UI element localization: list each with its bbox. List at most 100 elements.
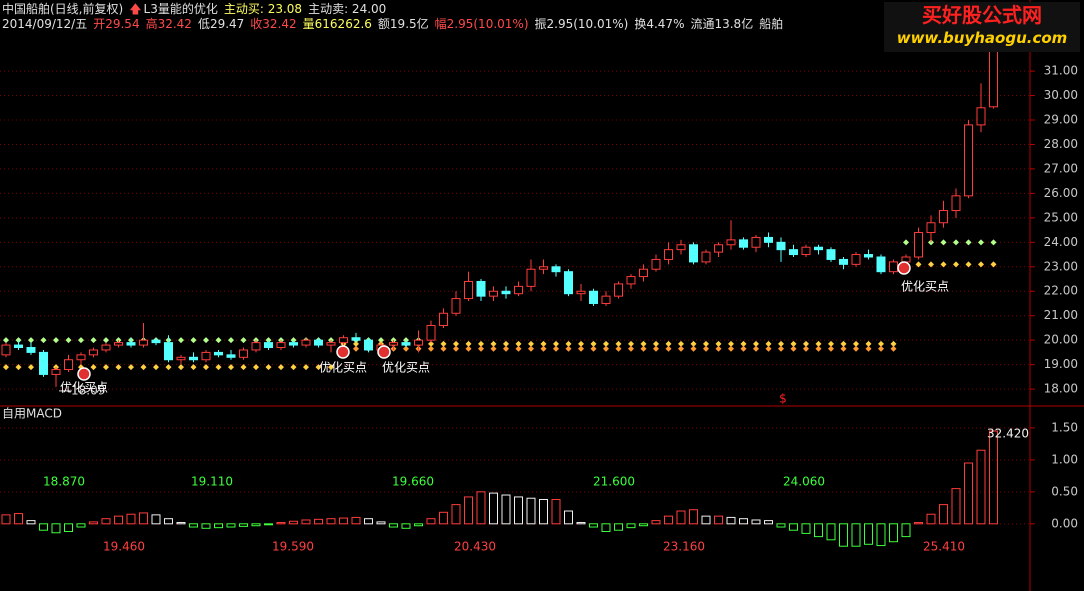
macd-bar (351, 516, 361, 525)
candle-body (851, 254, 861, 265)
macd-bar (26, 520, 36, 525)
peak-label: 19.110 (191, 475, 233, 489)
macd-bar (514, 496, 523, 525)
level-diamond (803, 340, 809, 347)
buy-signal-label: 优化买点 (60, 381, 108, 395)
level-diamond (828, 345, 834, 352)
candle-body (201, 351, 211, 361)
level-diamond (765, 340, 772, 347)
active-buy: 主动买: 23.08 (223, 2, 303, 16)
header-line-2: 2014/09/12/五 开29.54 高32.42 低29.47 收32.42 量616… (2, 15, 789, 32)
level-diamond (953, 239, 959, 246)
level-diamond (890, 345, 897, 352)
level-diamond (565, 345, 572, 352)
peak-label: 24.060 (783, 475, 825, 489)
macd-bar (439, 511, 448, 525)
macd-bar (964, 462, 973, 525)
macd-bar (389, 523, 398, 528)
macd-bar (576, 522, 586, 525)
level-diamond (965, 261, 972, 268)
candle-body (1, 344, 11, 356)
macd-bar (301, 519, 311, 525)
level-diamond (678, 345, 684, 352)
y-tick-label: 27.00 (1044, 161, 1078, 175)
level-diamond (665, 345, 672, 352)
trough-label: 25.410 (923, 540, 965, 554)
macd-bar (139, 512, 148, 525)
level-diamond (103, 364, 109, 371)
level-diamond (3, 364, 9, 371)
macd-bar (689, 509, 698, 525)
macd-bar (101, 518, 111, 525)
macd-bar (676, 510, 686, 525)
candle-body (514, 285, 523, 295)
macd-bar (701, 515, 711, 525)
macd-bar (589, 523, 598, 528)
candle-body (314, 339, 323, 346)
macd-bar (176, 522, 186, 525)
level-diamond (278, 364, 284, 371)
macd-bar (614, 523, 623, 531)
level-diamond (53, 337, 59, 344)
last-price-label: 32.420 (987, 427, 1029, 441)
candle-body (239, 349, 248, 358)
float-cap: 流通13.8亿 (690, 17, 754, 31)
level-diamond (853, 340, 859, 347)
level-diamond (615, 345, 622, 352)
volume: 量616262.6 (302, 17, 372, 31)
level-diamond (940, 261, 947, 268)
candle-body (226, 354, 236, 358)
candle-body (589, 290, 598, 304)
level-diamond (328, 364, 334, 371)
y-tick-label: 20.00 (1044, 333, 1078, 347)
candle-body (476, 280, 486, 297)
candle-body (214, 351, 223, 356)
level-diamond (90, 337, 97, 344)
level-diamond (890, 340, 897, 347)
macd-bar (526, 497, 536, 525)
level-diamond (653, 340, 659, 347)
macd-bar (251, 523, 261, 527)
level-diamond (115, 364, 122, 371)
macd-bar (464, 496, 473, 525)
candle-body (426, 324, 436, 341)
level-diamond (865, 345, 872, 352)
level-diamond (140, 364, 147, 371)
macd-bar (51, 523, 61, 534)
y-tick-label: 1.50 (1051, 420, 1078, 434)
candle-body (114, 342, 123, 346)
level-diamond (578, 345, 584, 352)
buy-signal-icon (77, 367, 91, 381)
buy-signal-icon (377, 345, 391, 359)
candle-body (164, 342, 173, 361)
level-diamond (528, 340, 534, 347)
macd-bar (414, 523, 423, 527)
level-diamond (28, 364, 34, 371)
level-diamond (440, 340, 447, 347)
y-tick-label: 0.50 (1051, 484, 1078, 498)
candle-body (26, 347, 36, 353)
candle-body (401, 342, 411, 346)
candle-body (739, 239, 748, 248)
level-diamond (565, 340, 572, 347)
candle-body (539, 266, 548, 270)
macd-bar (289, 520, 298, 525)
arrow-icon: 🡅 (129, 2, 142, 16)
macd-bar (939, 504, 948, 525)
macd-bar (314, 518, 323, 525)
level-diamond (478, 345, 484, 352)
candle-body (914, 232, 923, 258)
macd-bar (114, 515, 123, 525)
level-diamond (265, 364, 272, 371)
macd-bar (826, 523, 836, 541)
candle-body (776, 241, 786, 251)
low-price-label: 18.09 (71, 383, 105, 397)
peak-label: 18.870 (43, 475, 85, 489)
macd-bar (451, 504, 461, 525)
candle-body (576, 290, 586, 295)
level-diamond (378, 337, 384, 344)
candle-body (801, 246, 811, 256)
level-diamond (165, 364, 172, 371)
candle-body (876, 256, 886, 273)
macd-bar (264, 523, 273, 526)
